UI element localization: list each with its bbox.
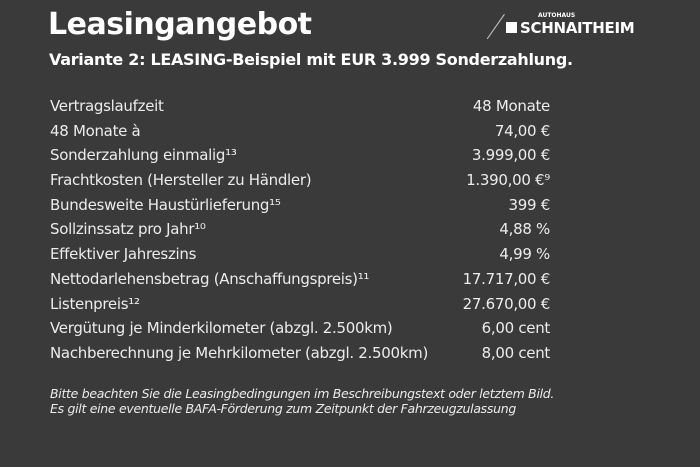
row-label: Vergütung je Minderkilometer (abzgl. 2.5… xyxy=(50,319,393,338)
row-label: Sonderzahlung einmalig¹³ xyxy=(50,146,237,165)
logo-square xyxy=(506,22,517,33)
row-label: Vertragslaufzeit xyxy=(50,97,164,115)
row-label: 48 Monate à xyxy=(50,121,141,140)
disclaimer-note: Bitte beachten Sie die Leasingbedingunge… xyxy=(50,386,554,416)
row-value: 4,88 % xyxy=(499,220,550,239)
row-value: 4,99 % xyxy=(499,245,550,264)
table-row: Sonderzahlung einmalig¹³ 3.999,00 € xyxy=(50,143,550,168)
leasing-table: (function(){ const d=JSON.parse(document… xyxy=(50,94,550,366)
table-row: Sollzinssatz pro Jahr¹⁰ 4,88 % xyxy=(50,217,550,242)
row-value: 399 € xyxy=(508,195,551,214)
table-row: Bundesweite Haustürlieferung¹⁵ 399 € xyxy=(50,193,550,218)
logo-big-text: SCHNAITHEIM xyxy=(520,19,635,37)
note-line-2: Es gilt eine eventuelle BAFA-Förderung z… xyxy=(50,401,516,416)
table-row: Listenpreis¹² 27.670,00 € xyxy=(50,292,550,317)
table-row: Frachtkosten (Hersteller zu Händler) 1.39… xyxy=(50,168,550,193)
row-label: Nachberechnung je Mehrkilometer (abzgl. … xyxy=(50,343,428,362)
row-label: Bundesweite Haustürlieferung¹⁵ xyxy=(50,195,281,214)
row-label: Sollzinssatz pro Jahr¹⁰ xyxy=(50,220,206,239)
row-value: 48 Monate xyxy=(472,97,550,115)
table-row: Nettodarlehensbetrag (Anschaffungspreis)… xyxy=(50,267,550,292)
table-row: Vergütung je Minderkilometer (abzgl. 2.5… xyxy=(50,316,550,341)
table-row: Nachberechnung je Mehrkilometer (abzgl. … xyxy=(50,341,550,366)
row-value: 17.717,00 € xyxy=(462,269,551,288)
row-value: 74,00 € xyxy=(494,121,550,140)
note-line-1: Bitte beachten Sie die Leasingbedingunge… xyxy=(50,386,555,401)
row-value: 6,00 cent xyxy=(481,319,551,338)
page-title: Leasingangebot xyxy=(48,7,312,42)
row-value: 27.670,00 € xyxy=(462,294,551,313)
table-row: 48 Monate à 74,00 € xyxy=(50,119,550,144)
logo-swoosh xyxy=(486,14,507,41)
table-row: Effektiver Jahreszins 4,99 % xyxy=(50,242,550,267)
row-label: Frachtkosten (Hersteller zu Händler) xyxy=(50,171,312,190)
table-row: Vertragslaufzeit 48 Monate xyxy=(50,94,550,119)
row-label: Nettodarlehensbetrag (Anschaffungspreis)… xyxy=(50,269,370,288)
subtitle: Variante 2: LEASING-Beispiel mit EUR 3.9… xyxy=(49,50,573,69)
row-label: Listenpreis¹² xyxy=(50,294,140,313)
row-value: 8,00 cent xyxy=(481,343,551,362)
autohaus-schnaitheim-logo: AUTOHAUS SCHNAITHEIM xyxy=(486,12,650,46)
row-label: Effektiver Jahreszins xyxy=(50,245,197,264)
row-value: 1.390,00 €⁹ xyxy=(466,171,550,190)
row-value: 3.999,00 € xyxy=(471,146,550,165)
logo-small-text: AUTOHAUS xyxy=(538,12,576,19)
